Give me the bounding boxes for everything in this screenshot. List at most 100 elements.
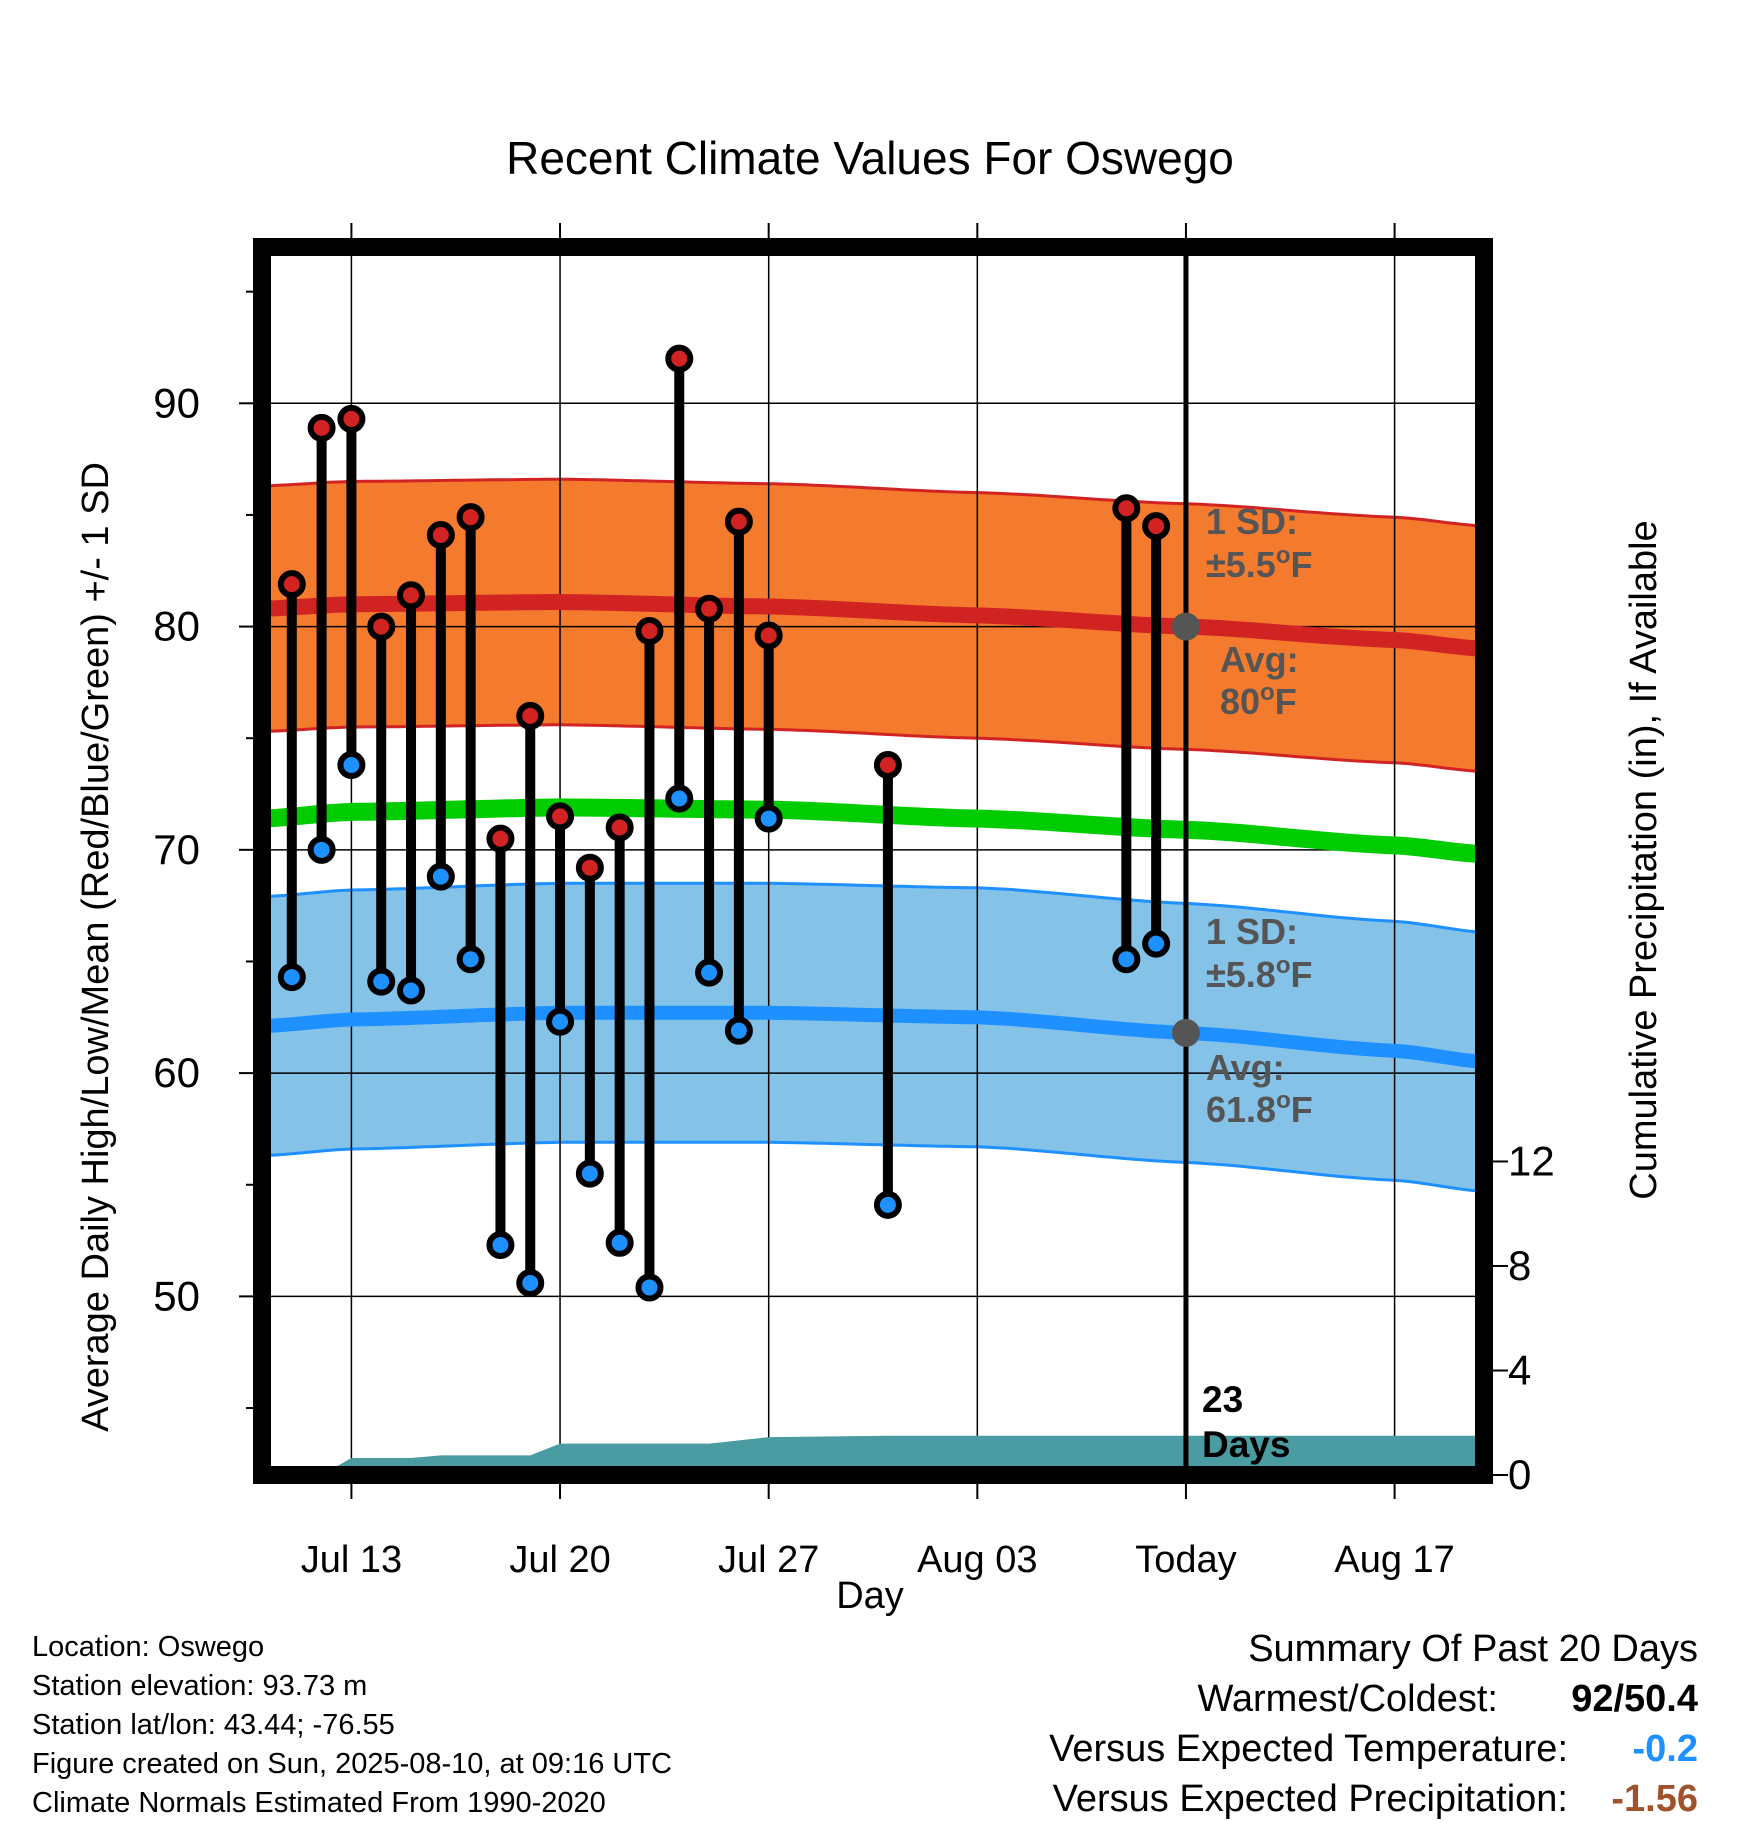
x-tick-label: Jul 27 xyxy=(718,1539,819,1581)
days-count-label: 23 xyxy=(1202,1379,1243,1420)
precip-area xyxy=(262,1435,1484,1475)
daily-low-point xyxy=(873,1190,902,1219)
y-tick-label: 60 xyxy=(153,1049,200,1096)
low-sd-lower-edge xyxy=(261,1140,1485,1193)
daily-high-point xyxy=(724,507,753,536)
daily-high-point xyxy=(546,802,575,831)
daily-high-point xyxy=(486,824,515,853)
low-sd-band xyxy=(262,883,1484,1192)
daily-low-point xyxy=(397,976,426,1005)
daily-low-point xyxy=(1112,945,1141,974)
high-avg-label: Avg: xyxy=(1220,639,1299,680)
daily-high-point xyxy=(397,581,426,610)
high-avg-marker xyxy=(1171,612,1200,641)
daily-high-point xyxy=(635,617,664,646)
daily-low-point xyxy=(516,1268,545,1297)
daily-high-point xyxy=(1112,494,1141,523)
x-tick-label: Today xyxy=(1135,1539,1236,1581)
daily-low-point xyxy=(426,862,455,891)
low-normal-line xyxy=(261,1005,1485,1069)
low-avg-label: Avg: xyxy=(1206,1047,1285,1088)
daily-high-point xyxy=(873,750,902,779)
y2-tick-label: 12 xyxy=(1508,1137,1555,1184)
low-avg-marker xyxy=(1171,1018,1200,1047)
figure-created: Figure created on Sun, 2025-08-10, at 09… xyxy=(32,1748,672,1780)
station-latlon: Station lat/lon: 43.44; -76.55 xyxy=(32,1709,395,1741)
daily-low-point xyxy=(456,945,485,974)
plot-area xyxy=(261,247,1485,1475)
summary-heading-row: Summary Of Past 20 Days xyxy=(938,1624,1698,1674)
daily-low-point xyxy=(754,804,783,833)
y-tick-label: 80 xyxy=(153,603,200,650)
precip-diff-value: -1.56 xyxy=(1611,1778,1698,1820)
high-sd-band xyxy=(262,479,1484,772)
y-axis-label: Average Daily High/Low/Mean (Red/Blue/Gr… xyxy=(75,462,117,1432)
x-axis-label: Day xyxy=(836,1575,904,1617)
climate-chart: Recent Climate Values For Oswego 50 60 70 8… xyxy=(75,132,1665,1617)
high-sd-upper-edge xyxy=(261,477,1485,528)
daily-low-point xyxy=(724,1016,753,1045)
station-location: Location: Oswego xyxy=(32,1631,265,1663)
daily-low-point xyxy=(1142,929,1171,958)
precip-diff-label: Versus Expected Precipitation: xyxy=(1052,1778,1568,1820)
normals-period: Climate Normals Estimated From 1990-2020 xyxy=(32,1787,606,1819)
daily-low-point xyxy=(695,958,724,987)
high-sd-label: 1 SD: xyxy=(1206,501,1298,542)
chart-title: Recent Climate Values For Oswego xyxy=(506,132,1234,184)
summary-panel: Summary Of Past 20 Days Warmest/Coldest:… xyxy=(938,1624,1698,1824)
low-sd-value: ±5.8oF xyxy=(1206,952,1312,995)
y2-tick-label: 8 xyxy=(1508,1242,1531,1289)
y2-tick-label: 4 xyxy=(1508,1346,1531,1393)
daily-low-point xyxy=(337,750,366,779)
daily-low-point xyxy=(486,1231,515,1260)
daily-high-point xyxy=(426,521,455,550)
daily-low-point xyxy=(575,1159,604,1188)
daily-high-point xyxy=(665,344,694,373)
x-tick-label: Aug 03 xyxy=(917,1539,1037,1581)
warm-cold-value: 92/50.4 xyxy=(1571,1678,1698,1720)
x-tick-label: Jul 20 xyxy=(509,1539,610,1581)
plot-frame xyxy=(253,238,1493,1484)
high-sd-value: ±5.5oF xyxy=(1206,542,1312,585)
x-tick-label: Jul 13 xyxy=(301,1539,402,1581)
axes: 50 60 70 80 90 0 4 8 12 Jul 13 Jul 20 Jul 27 Aug 03 T… xyxy=(153,223,1555,1581)
daily-low-point xyxy=(277,963,306,992)
daily-low-point xyxy=(635,1273,664,1302)
temp-diff-value: -0.2 xyxy=(1632,1728,1698,1770)
high-avg-value: 80oF xyxy=(1220,679,1297,722)
low-avg-value: 61.8oF xyxy=(1206,1087,1313,1130)
summary-heading: Summary Of Past 20 Days xyxy=(1248,1628,1698,1670)
station-info: Location: Oswego Station elevation: 93.7… xyxy=(32,1628,672,1823)
days-word-label: Days xyxy=(1202,1424,1290,1465)
summary-precip-row: Versus Expected Precipitation: -1.56 xyxy=(938,1774,1698,1824)
daily-high-point xyxy=(695,594,724,623)
station-elevation: Station elevation: 93.73 m xyxy=(32,1670,368,1702)
daily-high-point xyxy=(277,570,306,599)
y-tick-label: 50 xyxy=(153,1272,200,1319)
daily-high-point xyxy=(337,404,366,433)
daily-high-point xyxy=(307,413,336,442)
summary-warm-cold-row: Warmest/Coldest: 92/50.4 xyxy=(938,1674,1698,1724)
daily-high-point xyxy=(367,612,396,641)
y-tick-label: 70 xyxy=(153,826,200,873)
daily-high-point xyxy=(456,503,485,532)
low-sd-label: 1 SD: xyxy=(1206,911,1298,952)
daily-high-point xyxy=(516,701,545,730)
daily-low-point xyxy=(605,1228,634,1257)
daily-low-point xyxy=(546,1007,575,1036)
daily-low-point xyxy=(367,967,396,996)
y2-axis-label: Cumulative Precipitation (in), If Availa… xyxy=(1623,520,1665,1199)
daily-low-point xyxy=(665,784,694,813)
y-tick-label: 90 xyxy=(153,379,200,426)
daily-high-point xyxy=(575,853,604,882)
temp-diff-label: Versus Expected Temperature: xyxy=(1049,1728,1568,1770)
warm-cold-label: Warmest/Coldest: xyxy=(1197,1678,1498,1720)
daily-low-point xyxy=(307,835,336,864)
daily-high-point xyxy=(754,621,783,650)
daily-high-point xyxy=(605,813,634,842)
summary-temp-row: Versus Expected Temperature: -0.2 xyxy=(938,1724,1698,1774)
daily-high-point xyxy=(1142,512,1171,541)
x-tick-label: Aug 17 xyxy=(1334,1539,1454,1581)
y2-tick-label: 0 xyxy=(1508,1451,1531,1498)
